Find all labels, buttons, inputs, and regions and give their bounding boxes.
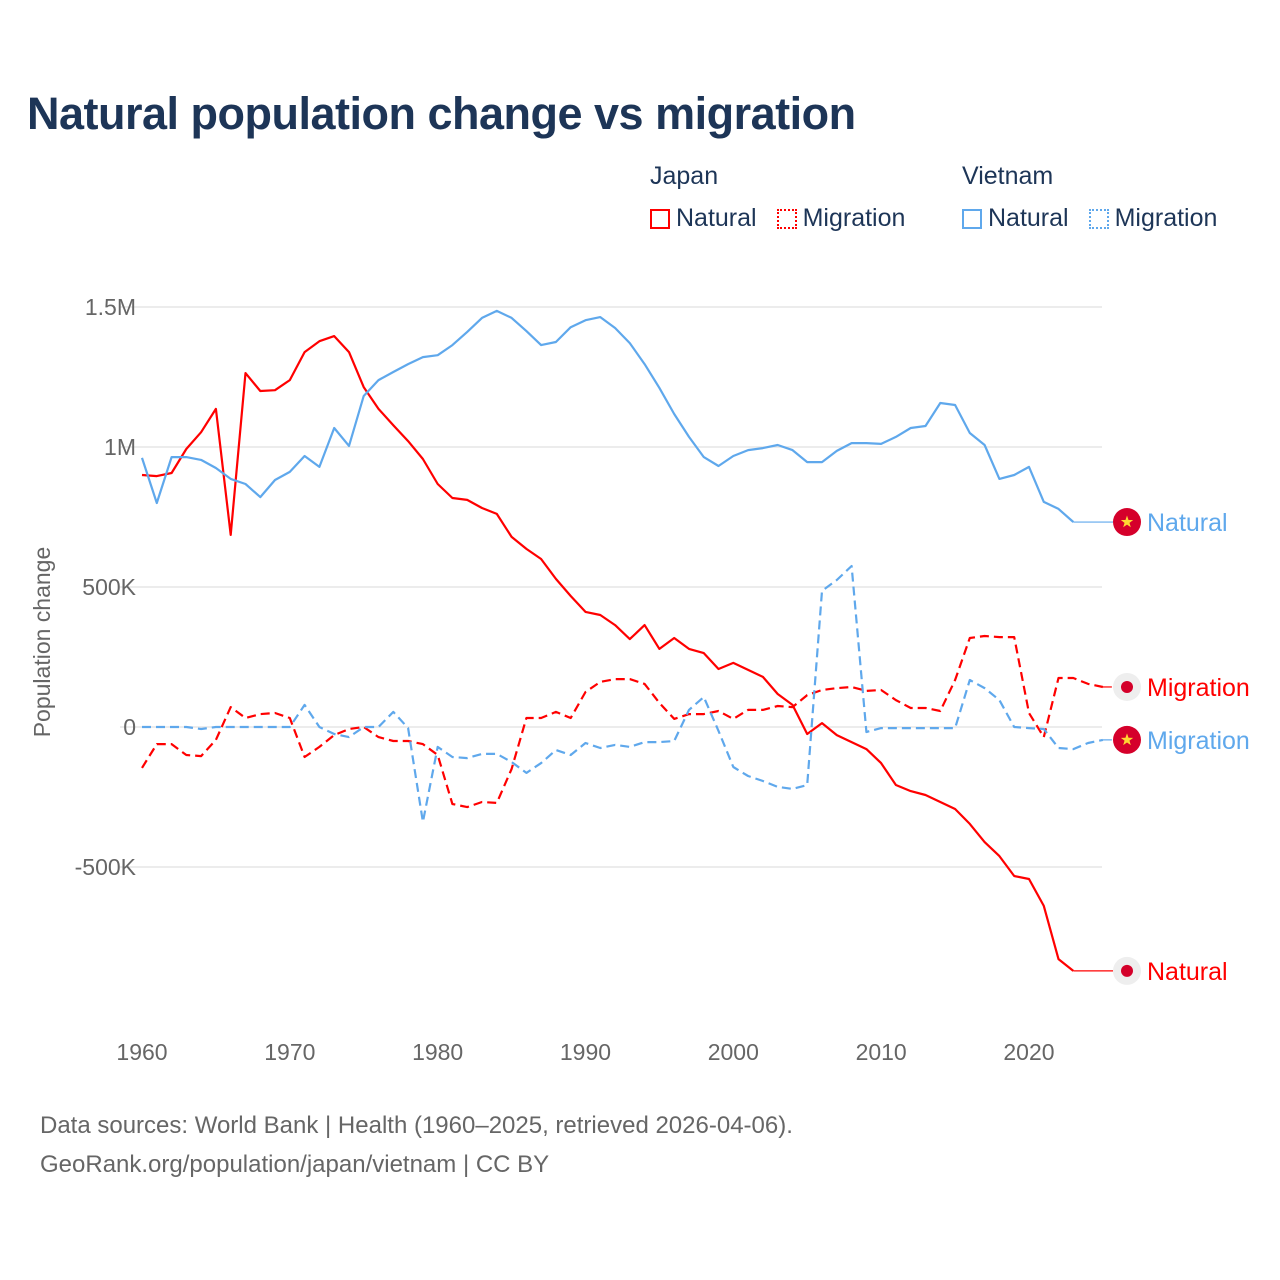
end-label: Migration bbox=[1147, 727, 1250, 755]
y-tick-label: 1.5M bbox=[85, 294, 136, 320]
x-tick-label: 1970 bbox=[264, 1039, 315, 1065]
legend-group-vietnam: Vietnam Natural Migration bbox=[962, 162, 1217, 233]
x-tick-label: 2020 bbox=[1003, 1039, 1054, 1065]
legend-swatch-solid bbox=[962, 208, 982, 229]
flag-disc bbox=[1121, 964, 1133, 977]
x-tick-label: 2010 bbox=[856, 1039, 907, 1065]
end-label: Natural bbox=[1147, 958, 1228, 986]
x-tick-label: 1980 bbox=[412, 1039, 463, 1065]
star-icon bbox=[1120, 733, 1134, 746]
legend-group-title: Japan bbox=[650, 162, 719, 190]
vietnam-flag-icon bbox=[1113, 725, 1141, 754]
legend-item-japan-migration[interactable]: Migration bbox=[776, 204, 906, 233]
legend-swatch-solid bbox=[650, 208, 670, 229]
series-line-vietnam-natural bbox=[140, 309, 1075, 523]
y-tick-label: 1M bbox=[104, 434, 136, 460]
y-tick-label: 0 bbox=[123, 714, 136, 740]
footer: Data sources: World Bank | Health (1960–… bbox=[40, 1106, 793, 1184]
legend-label: Natural bbox=[676, 204, 757, 232]
x-tick-label: 1960 bbox=[116, 1039, 167, 1065]
legend-label: Migration bbox=[1114, 204, 1218, 232]
end-label: Migration bbox=[1147, 674, 1250, 702]
legend-swatch-dotted bbox=[1088, 208, 1109, 229]
source-link[interactable]: GeoRank.org/population/japan/vietnam | C… bbox=[40, 1151, 550, 1178]
chart-title: Natural population change vs migration bbox=[27, 88, 856, 139]
data-source-note: Data sources: World Bank | Health (1960–… bbox=[40, 1112, 793, 1139]
legend-label: Natural bbox=[988, 204, 1069, 232]
legend-item-vietnam-natural[interactable]: Natural bbox=[962, 204, 1069, 233]
legend-group-japan: Japan Natural Migration bbox=[650, 162, 905, 233]
legend-item-vietnam-migration[interactable]: Migration bbox=[1088, 204, 1218, 233]
legend-group-title: Vietnam bbox=[962, 162, 1054, 190]
y-tick-label: -500K bbox=[75, 854, 137, 880]
x-tick-label: 2000 bbox=[708, 1039, 759, 1065]
series-line-vietnam-migration bbox=[142, 564, 1104, 823]
flag-disc bbox=[1121, 680, 1133, 693]
japan-flag-icon bbox=[1113, 956, 1141, 985]
legend-item-japan-natural[interactable]: Natural bbox=[650, 204, 757, 233]
legend-label: Migration bbox=[802, 204, 906, 232]
x-tick-label: 1990 bbox=[560, 1039, 611, 1065]
series-line-japan-natural bbox=[141, 335, 1074, 972]
vietnam-flag-icon bbox=[1113, 508, 1141, 537]
legend-swatch-dotted bbox=[776, 208, 797, 229]
japan-flag-icon bbox=[1113, 672, 1141, 701]
y-axis-label: Population change bbox=[29, 547, 55, 738]
y-tick-label: 500K bbox=[82, 574, 136, 600]
end-label: Natural bbox=[1147, 509, 1228, 537]
star-icon bbox=[1120, 515, 1134, 528]
series-line-japan-migration bbox=[141, 634, 1104, 809]
